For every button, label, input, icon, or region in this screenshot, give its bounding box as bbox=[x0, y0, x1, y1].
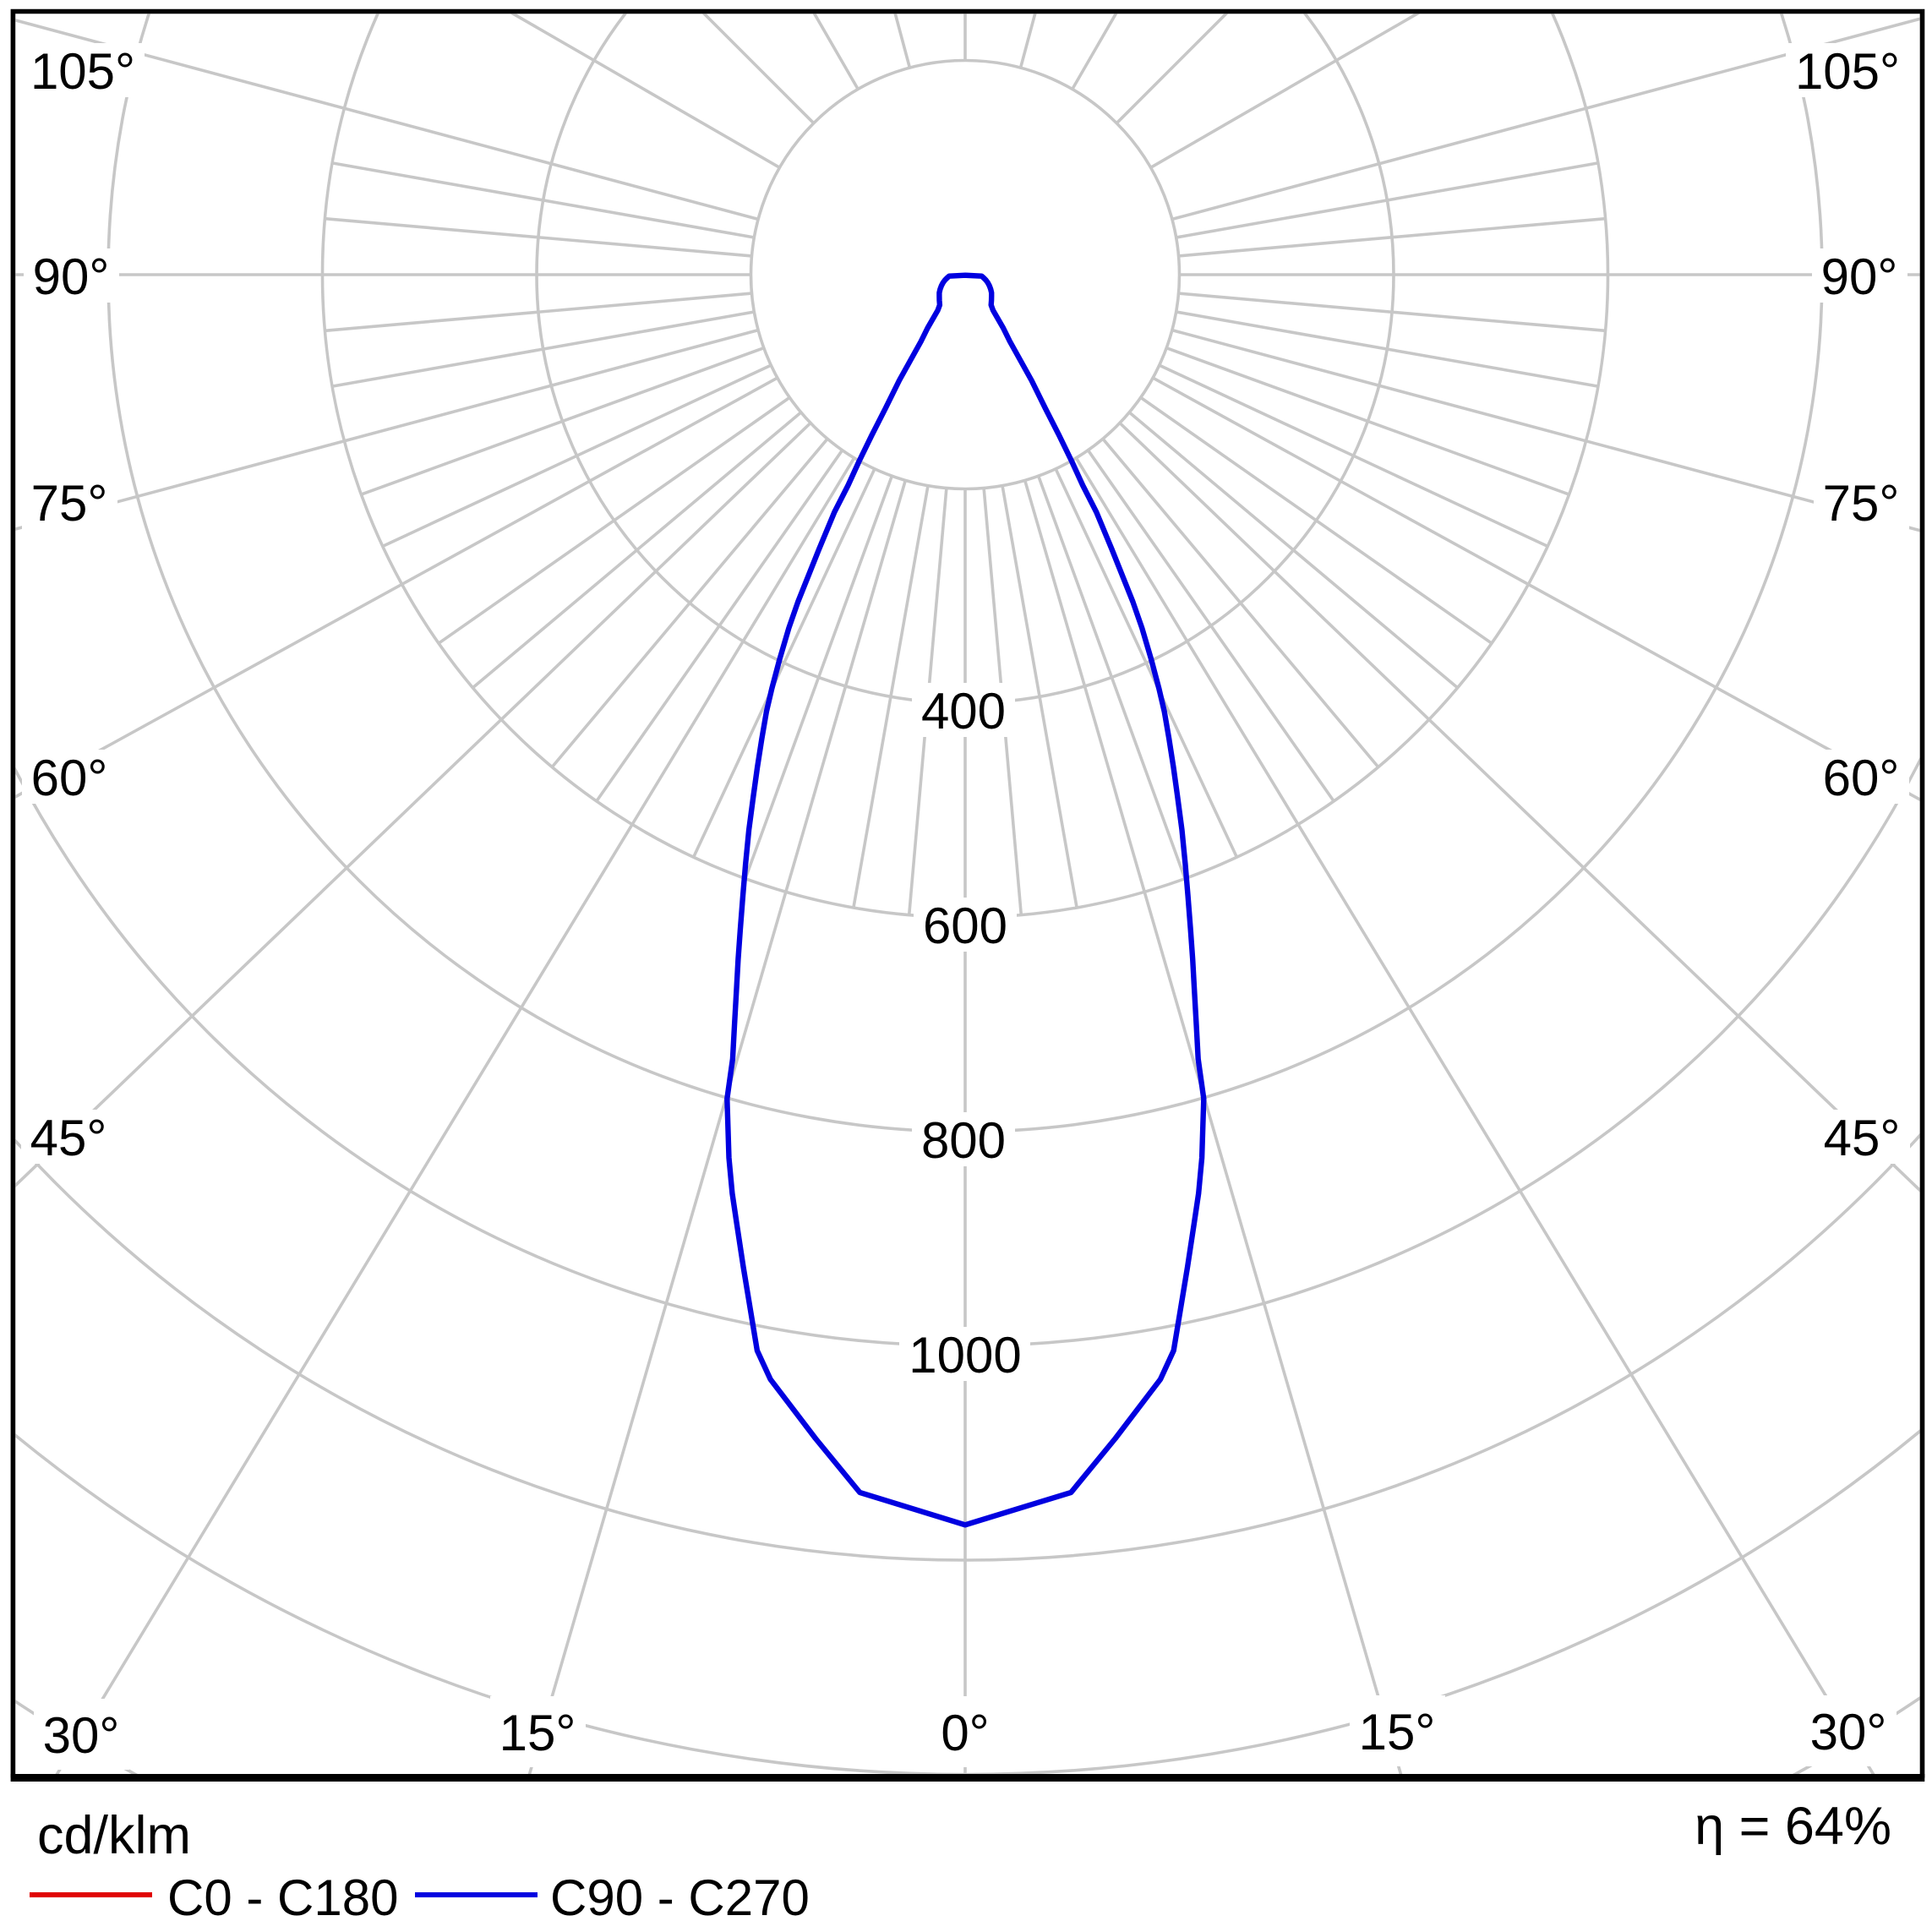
svg-text:75°: 75° bbox=[31, 475, 108, 532]
svg-text:45°: 45° bbox=[30, 1110, 107, 1166]
svg-text:15°: 15° bbox=[1359, 1704, 1436, 1760]
svg-text:30°: 30° bbox=[43, 1707, 120, 1764]
svg-text:0°: 0° bbox=[941, 1705, 989, 1761]
svg-text:15°: 15° bbox=[499, 1705, 576, 1761]
svg-text:C0 - C180: C0 - C180 bbox=[167, 1869, 398, 1926]
svg-text:C90 - C270: C90 - C270 bbox=[550, 1869, 810, 1926]
svg-text:90°: 90° bbox=[1821, 248, 1898, 305]
svg-text:105°: 105° bbox=[30, 43, 135, 100]
svg-text:45°: 45° bbox=[1824, 1110, 1901, 1166]
svg-text:400: 400 bbox=[921, 683, 1006, 740]
svg-text:60°: 60° bbox=[1823, 750, 1900, 806]
svg-text:75°: 75° bbox=[1823, 475, 1900, 532]
svg-text:600: 600 bbox=[923, 898, 1007, 954]
svg-text:105°: 105° bbox=[1795, 43, 1900, 100]
svg-text:30°: 30° bbox=[1810, 1704, 1887, 1760]
svg-text:90°: 90° bbox=[33, 248, 110, 305]
svg-text:60°: 60° bbox=[31, 750, 108, 806]
svg-text:1000: 1000 bbox=[909, 1327, 1021, 1384]
svg-text:800: 800 bbox=[921, 1112, 1006, 1169]
svg-text:cd/klm: cd/klm bbox=[37, 1806, 191, 1865]
svg-text:η = 64%: η = 64% bbox=[1695, 1797, 1891, 1856]
